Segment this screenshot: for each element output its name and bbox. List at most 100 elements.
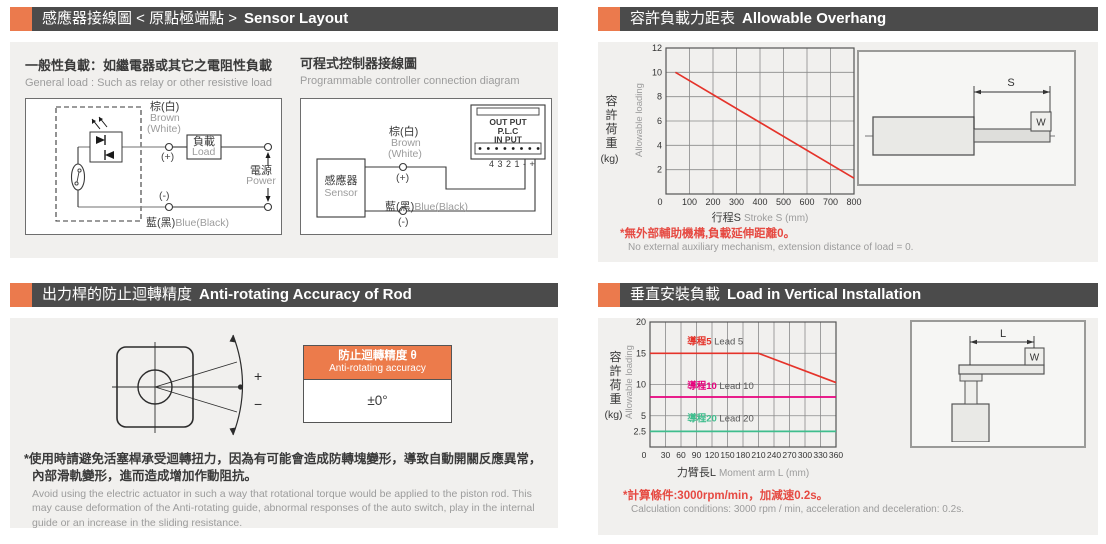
svg-text:800: 800 [846, 197, 861, 207]
svg-text:90: 90 [692, 450, 702, 460]
y-axis-unit: (kg) [600, 152, 619, 165]
anti-rotating-table-header: 防止迴轉精度 θ Anti-rotating accuracy [304, 346, 451, 381]
vertical-note-en: Calculation conditions: 3000 rpm / min, … [631, 504, 964, 515]
x-axis-label: 力臂長L Moment arm L (mm) [650, 463, 836, 481]
svg-text:360: 360 [829, 450, 843, 460]
x-axis-label-zh: 行程S [711, 212, 741, 224]
overhang-panel: 容許荷重 (kg) Allowable loading 0 100 200 300 40… [598, 42, 1098, 262]
plus-angle-label: + [254, 368, 263, 384]
general-load-diagram: 棕(白) Brown (White) (+) 負載 Load 電源 Power … [25, 98, 282, 235]
svg-text:60: 60 [676, 450, 686, 460]
plc-heading-en: Programmable controller connection diagr… [300, 75, 520, 87]
y-axis-unit: (kg) [604, 408, 623, 421]
general-load-heading-zh: 一般性負載：如繼電器或其它之電阻性負載 [25, 58, 273, 73]
section-title-en: Sensor Layout [244, 10, 349, 27]
wire-brown-label-en2: (White) [147, 123, 181, 135]
dimension-s-label: S [1007, 77, 1014, 89]
svg-text:導程20 Lead 20: 導程20 Lead 20 [687, 412, 754, 424]
wire-blue-label: 藍(黑)Blue(Black) [146, 213, 229, 231]
section-vertical-installation: 垂直安裝負載 Load in Vertical Installation 容許荷重… [598, 283, 1098, 540]
svg-text:120: 120 [705, 450, 719, 460]
vertical-installation-panel: 容許荷重 (kg) Allowable loading 導程5 Lead 5 導程… [598, 318, 1098, 535]
section-title-zh: 感應器接線圖 < 原點極端點 > [42, 10, 238, 27]
caution-note-zh-line2: 內部滑軌變形，進而造成增加作動阻抗。 [32, 469, 258, 483]
plc-circuit-svg: OUT PUT P.L.C IN PUT 4 3 2 1 - + [316, 104, 546, 218]
weight-w-label: W [1030, 353, 1040, 364]
section-title-en: Load in Vertical Installation [727, 286, 922, 303]
svg-text:2.5: 2.5 [633, 426, 646, 436]
overhang-figure: S W [857, 50, 1076, 186]
overhang-note-en: No external auxiliary mechanism, extensi… [628, 242, 914, 253]
general-load-circuit-svg [55, 106, 273, 222]
section-header: 感應器接線圖 < 原點極端點 > Sensor Layout [10, 7, 558, 31]
wire-brown-label-en: Brown [391, 137, 421, 149]
sensor-layout-panel: 一般性負載：如繼電器或其它之電阻性負載 General load : Such … [10, 42, 558, 258]
dimension-l-label: L [1000, 328, 1006, 340]
overhang-note-zh: *無外部輔助機構,負載延伸距離0。 [620, 228, 796, 240]
svg-text:400: 400 [752, 197, 767, 207]
load-box-label-en: Load [192, 146, 216, 158]
section-header: 出力桿的防止迴轉精度 Anti-rotating Accuracy of Rod [10, 283, 558, 307]
section-allowable-overhang: 容許負載力距表 Allowable Overhang 容許荷重 (kg) Allo… [598, 7, 1098, 262]
svg-text:0: 0 [642, 450, 647, 460]
svg-text:300: 300 [729, 197, 744, 207]
svg-text:270: 270 [782, 450, 796, 460]
weight-w-label: W [1036, 118, 1046, 129]
x-axis-label-en: Stroke S (mm) [743, 213, 809, 224]
section-title-en: Allowable Overhang [742, 10, 887, 27]
svg-text:20: 20 [636, 318, 646, 327]
wire-blue-label-zh: 藍(黑) [146, 217, 176, 229]
anti-rotating-diagram-svg [112, 334, 244, 436]
minus-terminal-label: (-) [159, 190, 170, 202]
wire-brown-label-en: Brown [150, 112, 180, 124]
wire-blue-label-zh: 藍(黑) [385, 201, 415, 213]
svg-text:240: 240 [767, 450, 781, 460]
svg-text:0: 0 [657, 197, 662, 207]
x-axis-label-zh: 力臂長L [676, 467, 716, 479]
plus-terminal-label: (+) [161, 151, 175, 163]
svg-text:180: 180 [736, 450, 750, 460]
wire-brown-label-zh: 棕(白) [389, 126, 419, 138]
header-accent-block [10, 7, 32, 31]
plc-outputs-label: OUT PUT [489, 117, 527, 127]
svg-text:10: 10 [652, 67, 662, 77]
sensor-box-label-en: Sensor [324, 187, 358, 199]
table-header-zh: 防止迴轉精度 θ [338, 350, 417, 362]
y-axis-label-zh-text: 容許荷重 [609, 350, 622, 407]
section-title-zh: 出力桿的防止迴轉精度 [42, 286, 193, 303]
plc-heading-zh: 可程式控制器接線圖 [300, 56, 418, 71]
header-accent-block [598, 7, 620, 31]
svg-text:150: 150 [720, 450, 734, 460]
svg-text:導程10 Lead 10: 導程10 Lead 10 [687, 380, 754, 392]
section-title: 容許負載力距表 Allowable Overhang [630, 7, 886, 31]
svg-text:330: 330 [813, 450, 827, 460]
overhang-figure-svg: S W [865, 77, 1059, 156]
power-label-en: Power [246, 175, 276, 187]
chart-vertical-load: 導程5 Lead 5 導程10 Lead 10 導程20 Lead 20 0 30 60 9… [633, 318, 843, 460]
section-title: 垂直安裝負載 Load in Vertical Installation [630, 283, 921, 307]
svg-text:2: 2 [657, 165, 662, 175]
svg-text:10: 10 [636, 380, 646, 390]
plc-inputs-label: IN PUT [494, 135, 523, 145]
plc-diagram: OUT PUT P.L.C IN PUT 4 3 2 1 - + 感應器 Sen… [300, 98, 552, 235]
svg-text:30: 30 [661, 450, 671, 460]
plc-terminal-numbers: 4 3 2 1 - + [489, 159, 535, 169]
svg-text:4: 4 [657, 140, 662, 150]
y-axis-label-zh: 容許荷重 (kg) [604, 350, 623, 421]
anti-rotating-table: 防止迴轉精度 θ Anti-rotating accuracy ±0° [303, 345, 452, 424]
y-axis-label-zh: 容許荷重 (kg) [600, 94, 619, 165]
x-axis-label: 行程S Stroke S (mm) [666, 208, 854, 226]
y-axis-label-zh-text: 容許荷重 [605, 94, 618, 151]
load-box-label-zh: 負載 [193, 136, 215, 148]
plc-name-label: P.L.C [498, 126, 519, 136]
section-title-zh: 容許負載力距表 [630, 10, 736, 27]
minus-terminal-label: (-) [398, 216, 409, 228]
chart-overhang: 0 100 200 300 400 500 600 700 800 2 4 6 8 10 12 [652, 44, 862, 207]
section-title-en: Anti-rotating Accuracy of Rod [199, 286, 412, 303]
caution-note-zh-line1: *使用時請避免活塞桿承受迴轉扭力，因為有可能會造成防轉塊變形，導致自動開關反應異… [24, 452, 542, 466]
section-sensor-layout: 感應器接線圖 < 原點極端點 > Sensor Layout 一般性負載：如繼電器… [10, 7, 558, 258]
section-title: 出力桿的防止迴轉精度 Anti-rotating Accuracy of Rod [42, 283, 412, 307]
header-accent-block [10, 283, 32, 307]
table-header-en: Anti-rotating accuracy [329, 363, 426, 375]
svg-text:210: 210 [751, 450, 765, 460]
